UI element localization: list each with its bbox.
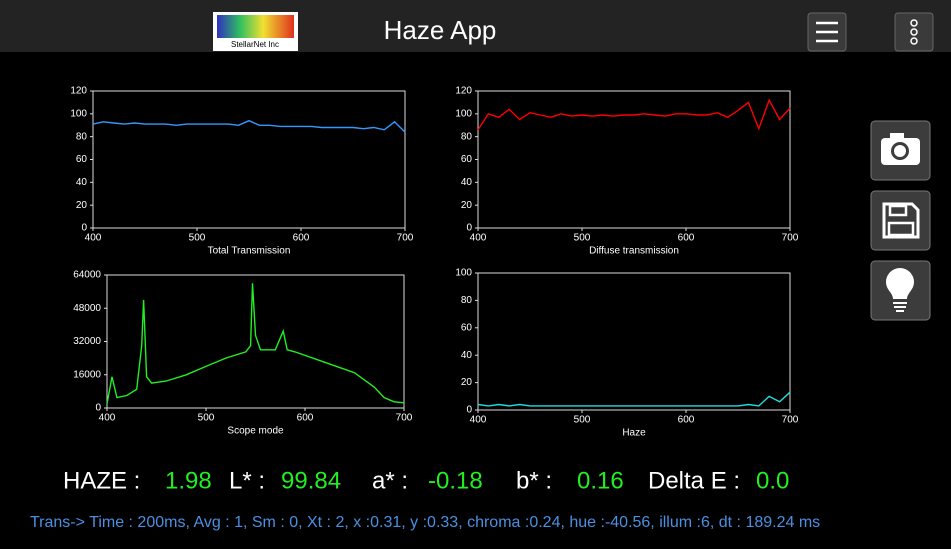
plot-frame [92,90,406,229]
y-tick-label: 40 [461,350,473,361]
y-tick-label: 100 [455,268,472,279]
y-tick-label: 60 [461,322,473,333]
readout-label: L* : [229,467,265,494]
camera-button[interactable] [870,120,931,181]
readout-value: 0.16 [577,467,624,494]
x-tick-label: 400 [470,415,487,426]
readout-value: 99.84 [281,467,341,494]
readout-value: 1.98 [165,467,212,494]
y-tick-label: 0 [95,403,101,414]
readout-label: a* : [372,467,408,494]
header-bar [0,0,951,52]
x-tick-label: 500 [574,415,591,426]
logo: StellarNet Inc [213,12,298,51]
y-tick-label: 48000 [73,303,101,314]
x-axis-label: Diffuse transmission [589,246,679,257]
x-tick-label: 500 [574,233,591,244]
x-tick-label: 600 [678,415,695,426]
y-tick-label: 40 [76,177,88,188]
y-tick-label: 0 [81,223,87,234]
y-tick-label: 120 [70,86,87,97]
x-tick-label: 700 [782,415,799,426]
x-axis-label: Scope mode [227,426,284,437]
data-line [106,283,405,404]
x-tick-label: 400 [99,413,116,424]
plot-frame [477,272,791,411]
y-tick-label: 20 [461,377,473,388]
y-tick-label: 60 [461,154,473,165]
data-line [477,98,791,131]
x-tick-label: 600 [678,233,695,244]
bulb-button[interactable] [870,260,931,321]
x-axis-label: Total Transmission [208,246,291,257]
x-tick-label: 700 [782,233,799,244]
data-line [477,391,791,407]
readout-value: 0.0 [756,467,789,494]
y-tick-label: 80 [461,131,473,142]
x-tick-label: 700 [396,413,413,424]
x-tick-label: 400 [470,233,487,244]
x-axis-label: Haze [622,428,646,439]
y-tick-label: 60 [76,154,88,165]
y-tick-label: 120 [455,86,472,97]
x-tick-label: 700 [397,233,414,244]
y-tick-label: 80 [76,131,88,142]
overflow-button[interactable] [894,12,934,52]
y-tick-label: 80 [461,295,473,306]
x-tick-label: 600 [293,233,310,244]
y-tick-label: 40 [461,177,473,188]
save-button[interactable] [870,190,931,251]
y-tick-label: 0 [466,405,472,416]
plot-frame [477,90,791,229]
y-tick-label: 20 [461,200,473,211]
y-tick-label: 20 [76,200,88,211]
y-tick-label: 100 [455,108,472,119]
y-tick-label: 100 [70,108,87,119]
y-tick-label: 64000 [73,270,101,281]
readout-value: -0.18 [428,467,483,494]
logo-text: StellarNet Inc [231,40,279,49]
readout-label: HAZE : [63,467,140,494]
readout: HAZE : 1.98 L* : 99.84 a* : -0.18 b* : 0… [63,467,789,494]
readout-label: b* : [516,467,552,494]
y-tick-label: 0 [466,223,472,234]
status-line: Trans-> Time : 200ms, Avg : 1, Sm : 0, X… [30,514,820,531]
app-title: Haze App [384,15,497,45]
x-tick-label: 400 [85,233,102,244]
x-tick-label: 500 [189,233,206,244]
y-tick-label: 16000 [73,369,101,380]
y-tick-label: 32000 [73,336,101,347]
menu-button[interactable] [807,12,847,52]
readout-label: Delta E : [648,467,740,494]
x-tick-label: 500 [198,413,215,424]
x-tick-label: 600 [297,413,314,424]
plot-frame [106,274,405,409]
data-line [92,119,406,133]
